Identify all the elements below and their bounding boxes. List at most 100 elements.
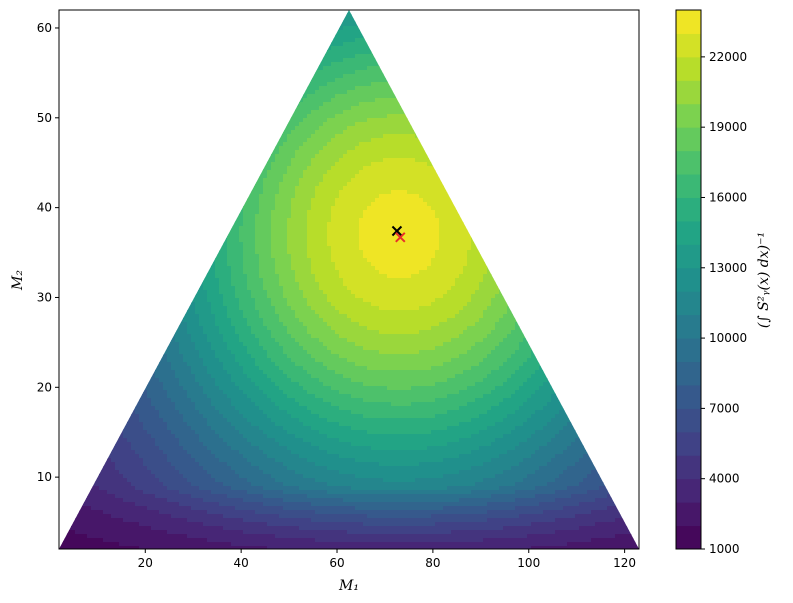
contour-cell: [79, 114, 84, 119]
contour-cell: [271, 14, 276, 19]
contour-cell: [387, 110, 392, 115]
contour-cell: [107, 102, 112, 107]
contour-cell: [235, 62, 240, 67]
contour-cell: [615, 126, 620, 131]
contour-cell: [487, 118, 492, 123]
contour-cell: [339, 10, 344, 15]
contour-cell: [95, 18, 100, 23]
contour-cell: [99, 94, 104, 99]
contour-cell: [67, 94, 72, 99]
contour-cell: [315, 90, 320, 95]
contour-cell: [63, 46, 68, 51]
contour-cell: [207, 50, 212, 55]
contour-cell: [539, 26, 544, 31]
contour-cell: [115, 10, 120, 15]
contour-cell: [143, 26, 148, 31]
contour-cell: [347, 134, 352, 139]
contour-cell: [283, 90, 288, 95]
contour-cell: [163, 126, 168, 131]
contour-cell: [139, 66, 144, 71]
contour-cell: [439, 106, 444, 111]
contour-cell: [331, 22, 336, 27]
contour-cell: [295, 18, 300, 23]
contour-cell: [331, 122, 336, 127]
contour-cell: [231, 130, 236, 135]
contour-cell: [591, 78, 596, 83]
contour-cell: [127, 106, 132, 111]
contour-cell: [415, 66, 420, 71]
contour-cell: [207, 130, 212, 135]
contour-cell: [227, 14, 232, 19]
contour-cell: [123, 62, 128, 67]
contour-cell: [131, 22, 136, 27]
contour-cell: [503, 118, 508, 123]
contour-cell: [179, 82, 184, 87]
contour-cell: [235, 66, 240, 71]
contour-cell: [351, 38, 356, 43]
contour-cell: [515, 26, 520, 31]
contour-cell: [511, 102, 516, 107]
contour-cell: [187, 54, 192, 59]
contour-cell: [507, 54, 512, 59]
contour-cell: [203, 130, 208, 135]
contour-cell: [187, 22, 192, 27]
contour-cell: [419, 118, 424, 123]
contour-cell: [587, 134, 592, 139]
contour-cell: [575, 98, 580, 103]
contour-cell: [579, 58, 584, 63]
contour-cell: [179, 58, 184, 63]
contour-cell: [83, 58, 88, 63]
contour-cell: [175, 54, 180, 59]
contour-cell: [587, 34, 592, 39]
contour-cell: [611, 126, 616, 131]
contour-cell: [191, 66, 196, 71]
contour-cell: [335, 42, 340, 47]
contour-cell: [195, 58, 200, 63]
contour-cell: [231, 14, 236, 19]
contour-cell: [171, 82, 176, 87]
contour-cell: [135, 82, 140, 87]
contour-cell: [251, 70, 256, 75]
contour-cell: [603, 102, 608, 107]
contour-cell: [315, 94, 320, 99]
contour-cell: [559, 102, 564, 107]
contour-cell: [375, 98, 380, 103]
contour-cell: [275, 106, 280, 111]
contour-cell: [623, 82, 628, 87]
contour-cell: [555, 138, 560, 143]
contour-cell: [63, 134, 68, 139]
contour-cell: [523, 102, 528, 107]
contour-cell: [215, 82, 220, 87]
contour-cell: [119, 110, 124, 115]
contour-cell: [471, 26, 476, 31]
contour-cell: [519, 86, 524, 91]
contour-cell: [331, 106, 336, 111]
contour-cell: [359, 78, 364, 83]
contour-cell: [219, 102, 224, 107]
contour-cell: [327, 114, 332, 119]
contour-cell: [359, 110, 364, 115]
contour-cell: [239, 106, 244, 111]
contour-cell: [419, 90, 424, 95]
contour-cell: [539, 138, 544, 143]
contour-cell: [599, 82, 604, 87]
contour-cell: [243, 62, 248, 67]
contour-cell: [339, 62, 344, 67]
contour-cell: [227, 82, 232, 87]
contour-cell: [347, 62, 352, 67]
contour-cell: [195, 122, 200, 127]
contour-cell: [267, 70, 272, 75]
contour-cell: [99, 138, 104, 143]
contour-cell: [447, 122, 452, 127]
contour-cell: [615, 118, 620, 123]
contour-cell: [291, 110, 296, 115]
contour-cell: [103, 70, 108, 75]
contour-cell: [199, 146, 204, 151]
contour-cell: [563, 14, 568, 19]
contour-cell: [499, 42, 504, 47]
contour-cell: [195, 10, 200, 15]
contour-cell: [351, 138, 356, 143]
contour-cell: [187, 130, 192, 135]
contour-cell: [187, 82, 192, 87]
contour-cell: [559, 30, 564, 35]
